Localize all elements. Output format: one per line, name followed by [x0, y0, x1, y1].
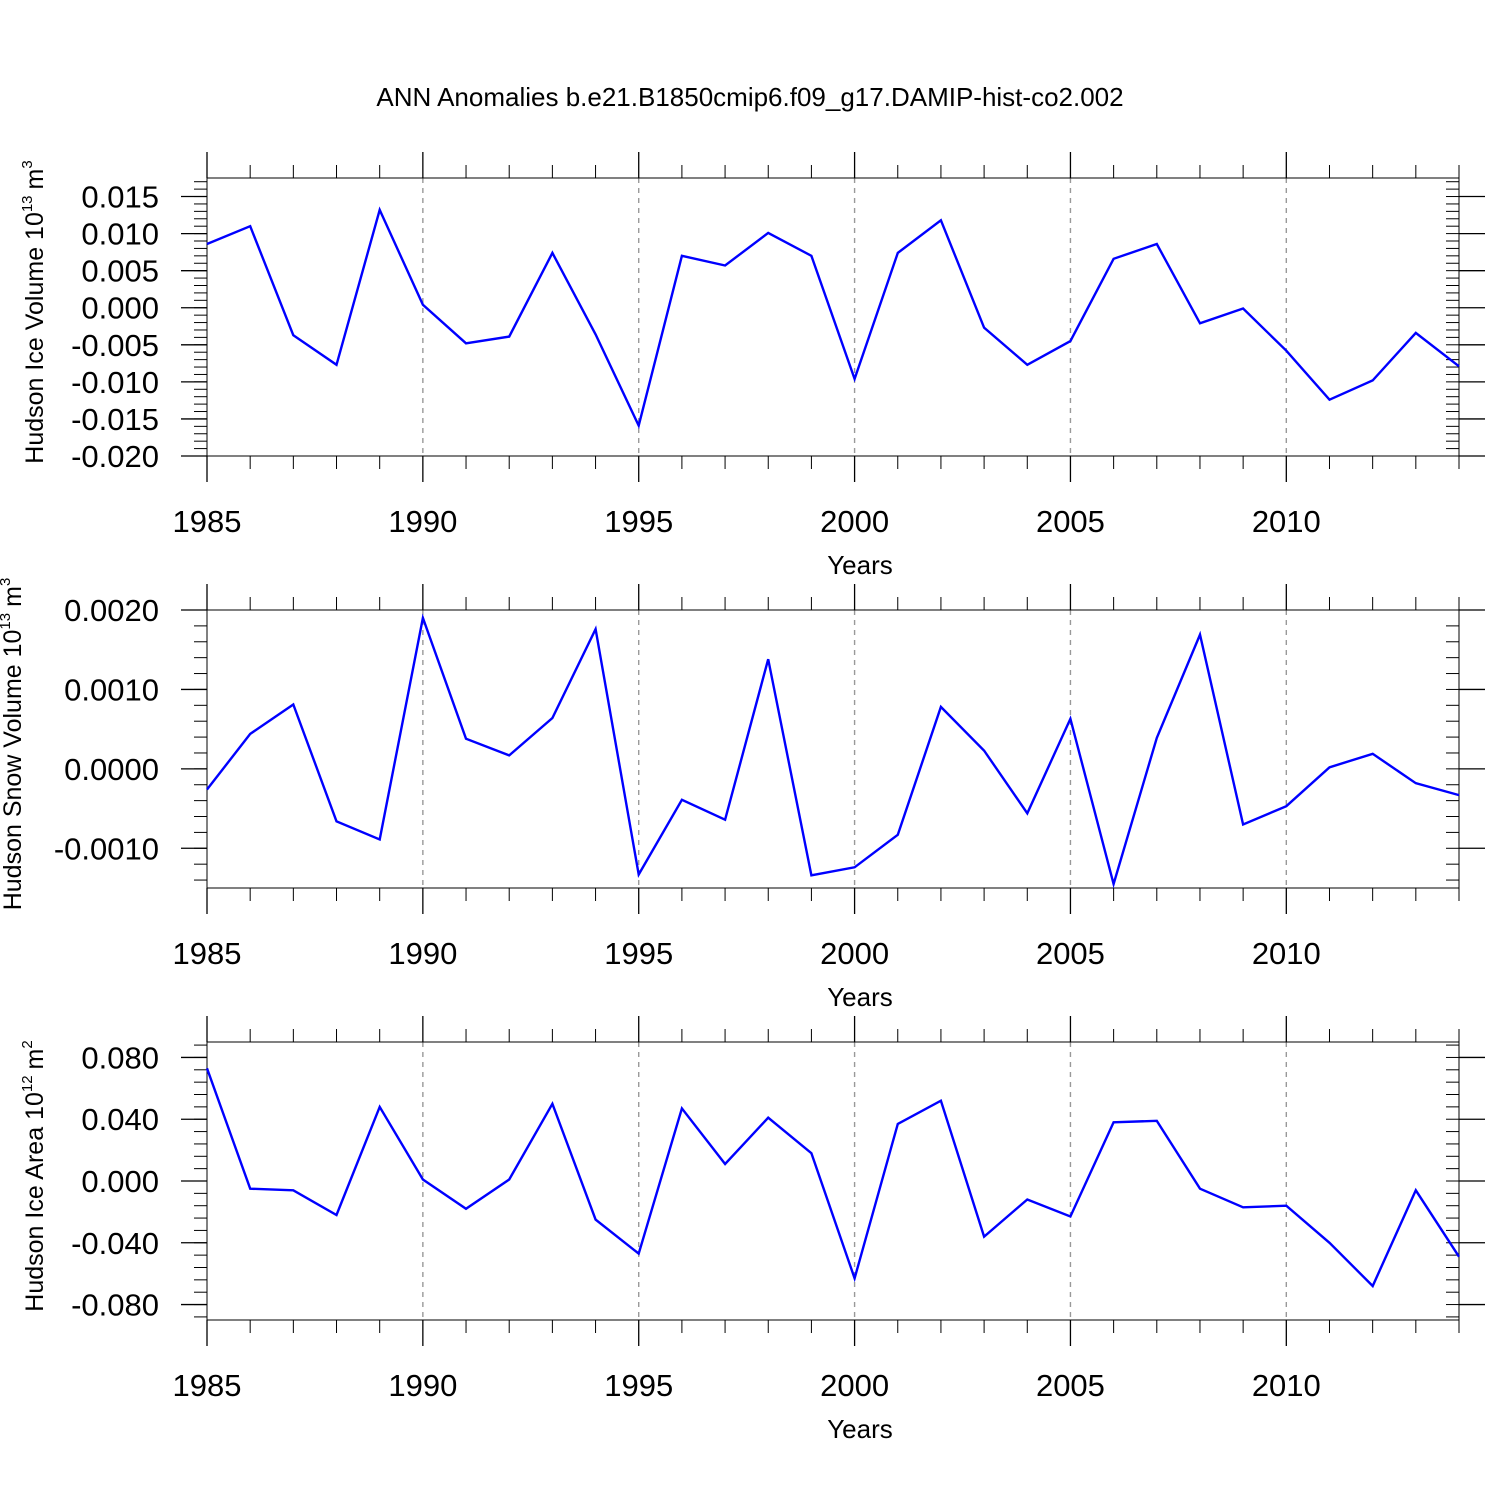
y-axis-label-exponent: 3 [0, 578, 14, 586]
y-tick-label: 0.000 [81, 1164, 159, 1199]
panel-2: 1985 1990 1995 2000 2005 2010 0.0020 0.0010 0.00… [0, 578, 1485, 1012]
x-tick-label: 2005 [1036, 504, 1105, 539]
x-tick-label: 1990 [388, 936, 457, 971]
plot-frame [206, 177, 1460, 457]
x-tick-label: 1985 [173, 1368, 242, 1403]
x-tick-label: 1995 [604, 936, 673, 971]
series-line [205, 1067, 1461, 1289]
y-tick-label: 0.010 [81, 217, 159, 252]
y-tick-label: -0.0010 [54, 831, 159, 866]
x-tick-label: 2000 [820, 504, 889, 539]
y-tick-label: 0.0010 [64, 672, 159, 707]
x-tick-label: 2010 [1252, 936, 1321, 971]
x-tick-label: 2010 [1252, 1368, 1321, 1403]
y-axis-label-exponent: 2 [19, 1040, 36, 1048]
x-tick-label: 2010 [1252, 504, 1321, 539]
y-tick-label: -0.020 [71, 439, 159, 474]
y-axis-label-text: Hudson Ice Area 10 [21, 1092, 49, 1312]
y-axis-label-text: Hudson Ice Volume 10 [21, 212, 49, 464]
y-axis-label-exponent: 13 [0, 613, 14, 630]
y-axis-label-text: Hudson Snow Volume 10 [0, 630, 27, 911]
y-axis-label-text: m [21, 1049, 49, 1070]
x-tick-label: 1985 [173, 504, 242, 539]
series-line [206, 206, 1460, 430]
plot-frame [206, 609, 1460, 889]
x-tick-label: 1995 [604, 504, 673, 539]
x-tick-label: 1990 [388, 1368, 457, 1403]
x-tick-label: 2000 [820, 1368, 889, 1403]
panel-1: 1985 1990 1995 2000 2005 2010 0.0150.0100.0050… [19, 152, 1485, 580]
y-tick-label: 0.080 [81, 1040, 159, 1075]
x-axis-label: Years [827, 550, 893, 580]
x-tick-label: 1990 [388, 504, 457, 539]
x-tick-label: 2000 [820, 936, 889, 971]
y-axis-label-exponent: 13 [19, 195, 36, 212]
y-axis-label-exponent: 3 [19, 160, 36, 168]
y-tick-label: 0.000 [81, 291, 159, 326]
y-tick-label: -0.015 [71, 402, 159, 437]
y-tick-label: 0.0000 [64, 752, 159, 787]
series-line [206, 613, 1460, 889]
y-tick-label: 0.015 [81, 180, 159, 215]
y-axis-label: Hudson Ice Area 1012 m2 [19, 1040, 49, 1311]
plot-frame [206, 1041, 1460, 1321]
y-tick-label: 0.040 [81, 1102, 159, 1137]
chart-title: ANN Anomalies b.e21.B1850cmip6.f09_g17.D… [376, 82, 1123, 112]
y-tick-label: 0.005 [81, 254, 159, 289]
y-axis-label: Hudson Snow Volume 1013 m3 [0, 578, 27, 911]
y-tick-label: -0.080 [71, 1288, 159, 1323]
y-axis-label-exponent: 12 [19, 1075, 36, 1092]
y-tick-label: -0.005 [71, 328, 159, 363]
x-axis-label: Years [827, 1414, 893, 1444]
y-tick-label: -0.040 [71, 1226, 159, 1261]
y-tick-label: 0.0020 [64, 593, 159, 628]
x-tick-label: 2005 [1036, 936, 1105, 971]
x-tick-label: 1985 [173, 936, 242, 971]
x-tick-label: 2005 [1036, 1368, 1105, 1403]
y-axis-label: Hudson Ice Volume 1013 m3 [19, 160, 49, 463]
x-tick-label: 1995 [604, 1368, 673, 1403]
y-axis-label-text: m [0, 586, 27, 607]
panel-3: 1985 1990 1995 2000 2005 2010 0.080 0.040 0.000 -… [19, 1016, 1485, 1444]
y-axis-label-text: m [21, 169, 49, 190]
y-tick-label: -0.010 [71, 365, 159, 400]
x-axis-label: Years [827, 982, 893, 1012]
